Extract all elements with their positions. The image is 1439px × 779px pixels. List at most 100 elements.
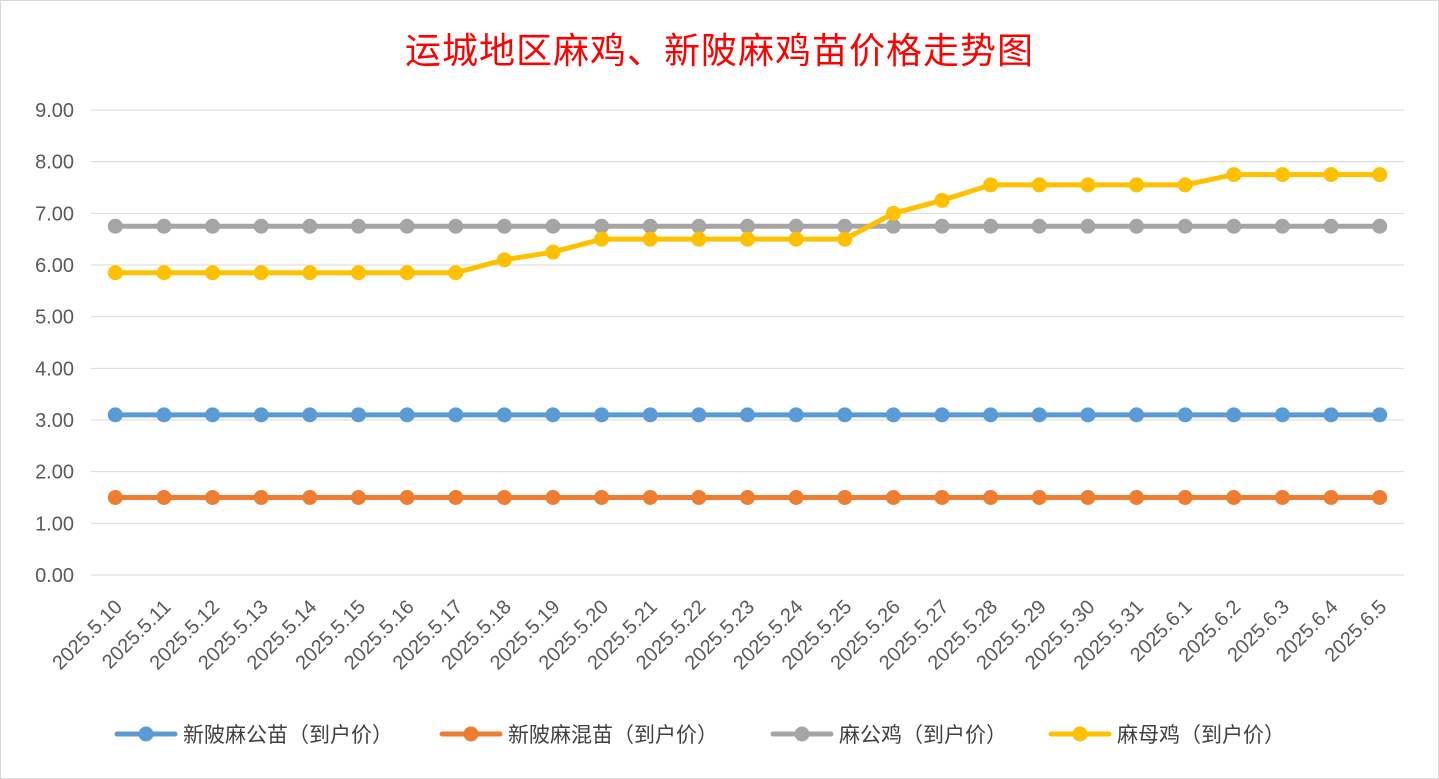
data-point — [1031, 490, 1047, 505]
y-tick-label: 9.00 — [35, 100, 74, 122]
data-point — [934, 490, 950, 505]
series-4 — [107, 167, 1388, 281]
data-point — [788, 490, 804, 505]
data-point — [983, 218, 999, 234]
data-point — [1226, 490, 1242, 505]
data-point — [885, 205, 901, 221]
data-point — [156, 407, 172, 423]
data-point — [1129, 177, 1145, 193]
data-point — [1177, 490, 1193, 505]
data-point — [594, 231, 610, 247]
data-point — [253, 218, 269, 234]
data-point — [1323, 167, 1339, 183]
data-point — [399, 490, 415, 505]
data-point — [1031, 407, 1047, 423]
legend-swatch-marker — [463, 726, 479, 742]
data-point — [983, 407, 999, 423]
data-point — [156, 218, 172, 234]
data-point — [1080, 490, 1096, 505]
data-point — [302, 490, 318, 505]
data-point — [448, 218, 464, 234]
data-point — [691, 218, 707, 234]
data-point — [837, 218, 853, 234]
data-point — [350, 265, 366, 281]
data-point — [545, 490, 561, 505]
data-point — [642, 218, 658, 234]
legend-item-1: 新陂麻公苗（到户价） — [114, 723, 393, 747]
data-point — [594, 490, 610, 505]
data-point — [253, 490, 269, 505]
data-point — [983, 177, 999, 193]
data-point — [837, 231, 853, 247]
data-point — [934, 192, 950, 208]
legend-item-3: 麻公鸡（到户价） — [770, 723, 1007, 747]
data-point — [399, 265, 415, 281]
data-point — [837, 407, 853, 423]
y-tick-label: 8.00 — [35, 152, 74, 174]
data-point — [156, 265, 172, 281]
legend-label: 新陂麻公苗（到户价） — [183, 723, 393, 747]
data-point — [1372, 407, 1388, 423]
data-point — [1080, 407, 1096, 423]
data-point — [642, 407, 658, 423]
data-point — [885, 407, 901, 423]
data-point — [1080, 177, 1096, 193]
data-point — [788, 231, 804, 247]
legend-item-2: 新陂麻混苗（到户价） — [439, 723, 718, 747]
data-point — [1031, 218, 1047, 234]
data-point — [107, 265, 123, 281]
data-point — [350, 218, 366, 234]
data-point — [1129, 407, 1145, 423]
data-point — [740, 231, 755, 247]
data-point — [545, 218, 561, 234]
data-point — [642, 490, 658, 505]
data-point — [399, 407, 415, 423]
legend-swatch-marker — [794, 726, 810, 742]
data-point — [399, 218, 415, 234]
data-point — [1226, 167, 1242, 183]
y-tick-label: 1.00 — [35, 513, 74, 535]
data-point — [1323, 490, 1339, 505]
y-tick-label: 7.00 — [35, 203, 74, 225]
chart-title: 运城地区麻鸡、新陂麻鸡苗价格走势图 — [404, 31, 1034, 72]
legend-swatch-marker — [1072, 726, 1088, 742]
data-point — [983, 490, 999, 505]
data-point — [594, 407, 610, 423]
data-point — [642, 231, 658, 247]
series-2 — [107, 490, 1388, 505]
legend-item-4: 麻母鸡（到户价） — [1048, 723, 1285, 747]
data-point — [691, 407, 707, 423]
legend-label: 新陂麻混苗（到户价） — [508, 723, 718, 747]
data-point — [205, 265, 221, 281]
data-point — [1372, 490, 1388, 505]
y-tick-label: 0.00 — [35, 565, 74, 587]
data-point — [740, 218, 755, 234]
data-point — [1274, 218, 1290, 234]
y-tick-label: 3.00 — [35, 410, 74, 432]
legend-swatch-marker — [138, 726, 154, 742]
data-point — [1129, 490, 1145, 505]
data-point — [1031, 177, 1047, 193]
data-point — [1274, 407, 1290, 423]
data-point — [302, 265, 318, 281]
y-tick-label: 6.00 — [35, 255, 74, 277]
data-point — [156, 490, 172, 505]
data-point — [205, 218, 221, 234]
data-point — [934, 218, 950, 234]
series-3 — [107, 218, 1388, 234]
data-point — [1372, 167, 1388, 183]
data-point — [740, 407, 755, 423]
data-point — [1226, 218, 1242, 234]
data-point — [788, 218, 804, 234]
data-point — [740, 490, 755, 505]
data-point — [1372, 218, 1388, 234]
data-point — [302, 407, 318, 423]
data-point — [1323, 218, 1339, 234]
data-point — [1080, 218, 1096, 234]
y-tick-label: 2.00 — [35, 462, 74, 484]
data-point — [1274, 167, 1290, 183]
data-point — [107, 490, 123, 505]
data-point — [1274, 490, 1290, 505]
data-point — [448, 490, 464, 505]
